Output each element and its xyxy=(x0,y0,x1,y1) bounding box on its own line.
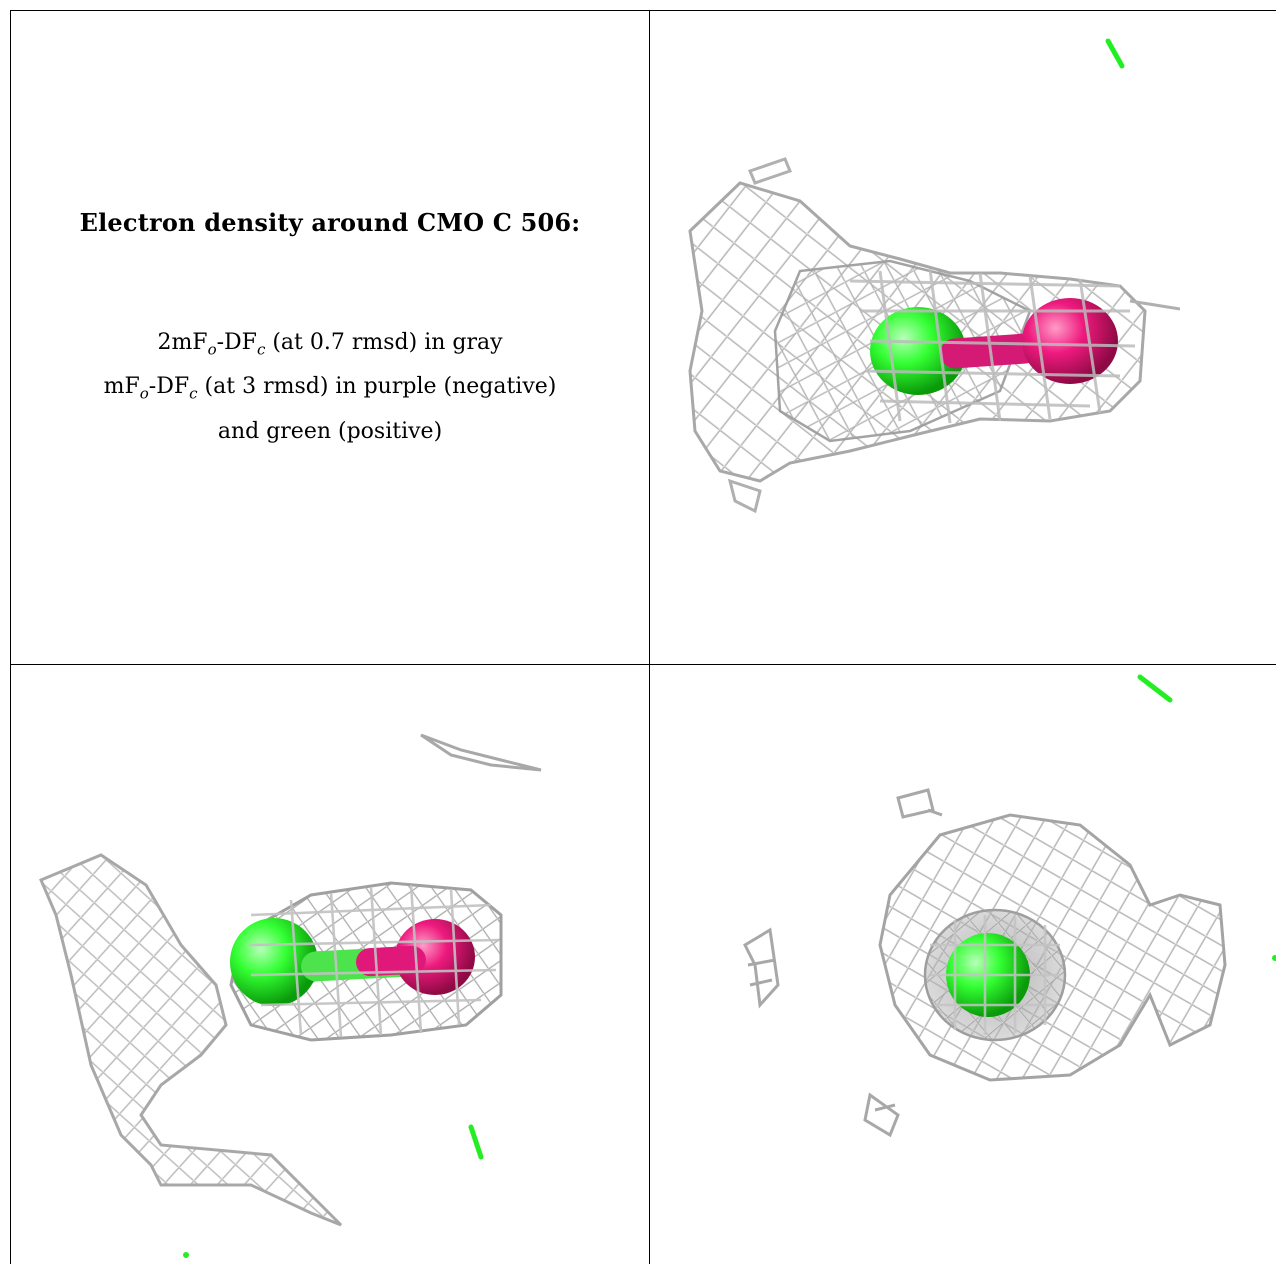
negative-density-blob xyxy=(1022,298,1118,384)
green-density-fragment xyxy=(468,1124,484,1160)
mesh-overlay xyxy=(849,268,1136,424)
green-density-dot xyxy=(183,1252,189,1258)
mesh-fragments xyxy=(727,157,1181,514)
mesh-fragments xyxy=(420,733,542,772)
mesh-2fofc xyxy=(878,813,1227,1082)
caption-title: Electron density around CMO C 506: xyxy=(79,208,581,237)
mesh-2fofc xyxy=(39,853,503,1227)
green-density-dot xyxy=(1272,955,1276,961)
view-top-right xyxy=(650,11,1276,664)
mesh-fragments xyxy=(743,788,943,1138)
bond-stick-pink xyxy=(356,945,426,977)
figure-grid: Electron density around CMO C 506: 2mFo-… xyxy=(10,10,1276,1264)
mesh-overlay xyxy=(248,884,500,1038)
view-bottom-left xyxy=(11,665,649,1264)
center-divider xyxy=(649,10,650,1264)
caption-line-1: 2mFo-DFc (at 0.7 rmsd) in gray xyxy=(157,330,503,359)
caption-line-2: mFo-DFc (at 3 rmsd) in purple (negative) xyxy=(103,374,557,403)
mesh-overlay xyxy=(930,915,1060,1035)
top-border xyxy=(10,10,1276,11)
caption-line-3: and green (positive) xyxy=(217,418,443,444)
middle-divider xyxy=(10,664,1276,665)
caption-body: 2mFo-DFc (at 0.7 rmsd) in gray mFo-DFc (… xyxy=(10,324,650,451)
caption-panel: Electron density around CMO C 506: 2mFo-… xyxy=(10,10,650,664)
green-density-fragment xyxy=(1105,38,1125,69)
green-density-fragment xyxy=(1137,674,1173,703)
view-bottom-right xyxy=(650,665,1276,1264)
left-border xyxy=(10,10,11,1264)
